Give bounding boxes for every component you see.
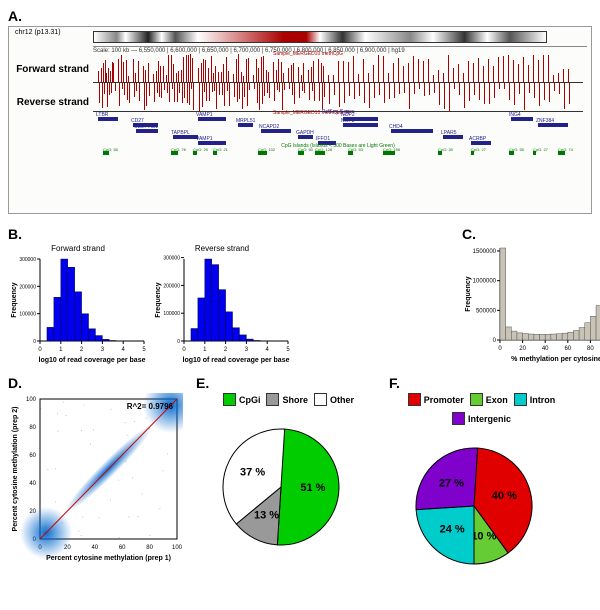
legend-item-other: Other <box>314 393 354 406</box>
svg-text:40: 40 <box>542 346 549 352</box>
svg-text:300000: 300000 <box>163 256 180 262</box>
panel-d-label: D. <box>8 375 188 391</box>
svg-text:0: 0 <box>38 347 42 353</box>
panel-c-label: C. <box>462 226 592 242</box>
svg-text:80: 80 <box>29 425 36 431</box>
svg-text:27 %: 27 % <box>439 477 464 489</box>
svg-text:100: 100 <box>26 397 37 403</box>
svg-text:Percent cytosine methylation (: Percent cytosine methylation (prep 1) <box>46 555 171 562</box>
svg-text:100000: 100000 <box>19 312 36 318</box>
svg-text:300000: 300000 <box>19 257 36 263</box>
panel-b: B. Forward strand 0 100000 200000 300000 0 1 2… <box>8 226 298 365</box>
legend-item-exon: Exon <box>470 393 508 406</box>
svg-text:60: 60 <box>29 453 36 459</box>
svg-text:1: 1 <box>203 347 207 353</box>
svg-text:80: 80 <box>587 346 594 352</box>
svg-text:0: 0 <box>493 338 497 344</box>
panel-e-label: E. <box>196 375 381 391</box>
svg-text:0: 0 <box>498 346 502 352</box>
svg-text:13 %: 13 % <box>254 509 279 521</box>
forward-histogram: 0 100000 200000 300000 0 1 2 3 4 5 log10 of read c… <box>8 255 148 365</box>
forward-track: Forward strand Sample_MERGED10 methCpG <box>93 54 583 83</box>
svg-text:40 %: 40 % <box>492 490 517 502</box>
legend-f: Promoter Exon IntronIntergenic <box>389 393 574 425</box>
svg-text:1500000: 1500000 <box>473 249 497 255</box>
svg-text:0: 0 <box>177 339 180 345</box>
svg-text:Percent cytosine methylation (: Percent cytosine methylation (prep 2) <box>12 407 19 532</box>
chromosome-label: chr12 (p13.31) <box>15 29 61 36</box>
svg-text:0: 0 <box>33 339 36 345</box>
svg-text:5: 5 <box>286 347 290 353</box>
svg-text:Frequency: Frequency <box>155 282 162 318</box>
svg-text:4: 4 <box>266 347 270 353</box>
scatter-plot: 002020404060608080100100R^2= 0.9796Perce… <box>8 393 183 563</box>
svg-text:20: 20 <box>519 346 526 352</box>
reverse-track: Sample_MERGED10 methCpG_R Reverse strand <box>93 83 583 112</box>
panel-f: F. Promoter Exon IntronIntergenic 40 % 10 %… <box>389 375 574 580</box>
figure: A. chr12 (p13.31) Scale: 100 kb — 6,550,… <box>8 8 592 580</box>
svg-text:log10 of read coverage per bas: log10 of read coverage per base <box>39 357 146 364</box>
svg-text:Frequency: Frequency <box>11 282 18 318</box>
forward-strand-label: Forward strand <box>15 64 89 75</box>
pie-chart-f: 40 % 10 % 24 % 27 % <box>389 427 559 577</box>
legend-item-promoter: Promoter <box>408 393 464 406</box>
chromosome-ideogram <box>93 31 547 43</box>
svg-text:5: 5 <box>142 347 146 353</box>
svg-text:log10 of read coverage per bas: log10 of read coverage per base <box>183 357 290 364</box>
legend-item-intergenic: Intergenic <box>452 412 511 425</box>
legend-item-shore: Shore <box>266 393 308 406</box>
panel-c: C. 050000010000001500000020406080100% me… <box>462 226 592 365</box>
svg-text:Frequency: Frequency <box>465 276 472 312</box>
svg-text:2: 2 <box>80 347 84 353</box>
svg-text:80: 80 <box>146 545 153 551</box>
svg-text:100000: 100000 <box>163 311 180 317</box>
svg-text:200000: 200000 <box>163 283 180 289</box>
svg-text:3: 3 <box>245 347 249 353</box>
reverse-histogram: 0 100000 200000 300000 0 1 2 3 4 5 log10 of read c… <box>152 255 292 365</box>
methylation-histogram: 050000010000001500000020406080100% methy… <box>462 244 600 364</box>
legend-item-intron: Intron <box>514 393 556 406</box>
svg-text:40: 40 <box>29 481 36 487</box>
svg-text:51 %: 51 % <box>300 482 325 494</box>
genome-browser-panel: chr12 (p13.31) Scale: 100 kb — 6,550,000… <box>8 26 592 214</box>
svg-text:10 %: 10 % <box>471 530 496 542</box>
svg-text:% methylation per cytosine: % methylation per cytosine <box>511 356 600 363</box>
svg-text:1000000: 1000000 <box>473 279 497 285</box>
svg-text:R^2= 0.9796: R^2= 0.9796 <box>127 402 174 411</box>
panel-b-label: B. <box>8 226 298 242</box>
svg-text:37 %: 37 % <box>240 467 265 479</box>
svg-text:60: 60 <box>119 545 126 551</box>
panel-b-title1: Forward strand <box>8 244 148 253</box>
panel-e: E. CpGi Shore Other 51 % 13 % 37 % <box>196 375 381 580</box>
svg-text:4: 4 <box>122 347 126 353</box>
legend-item-cpgi: CpGi <box>223 393 261 406</box>
legend-e: CpGi Shore Other <box>196 393 381 406</box>
svg-text:1: 1 <box>59 347 63 353</box>
svg-text:100: 100 <box>172 545 183 551</box>
panel-a-label: A. <box>8 8 592 24</box>
svg-text:500000: 500000 <box>476 308 497 314</box>
pie-chart-e: 51 % 13 % 37 % <box>196 408 366 558</box>
panel-b-title2: Reverse strand <box>152 244 292 253</box>
svg-text:60: 60 <box>564 346 571 352</box>
reverse-strand-label: Reverse strand <box>15 97 89 108</box>
svg-text:40: 40 <box>91 545 98 551</box>
cpg-islands-track: CpG Islands (Islands < 300 Bases are Lig… <box>93 149 583 158</box>
panel-f-label: F. <box>389 375 574 391</box>
svg-text:200000: 200000 <box>19 284 36 290</box>
svg-text:3: 3 <box>101 347 105 353</box>
svg-text:0: 0 <box>182 347 186 353</box>
svg-text:2: 2 <box>224 347 228 353</box>
svg-text:24 %: 24 % <box>440 523 465 535</box>
panel-d: D. 002020404060608080100100R^2= 0.9796Pe… <box>8 375 188 580</box>
